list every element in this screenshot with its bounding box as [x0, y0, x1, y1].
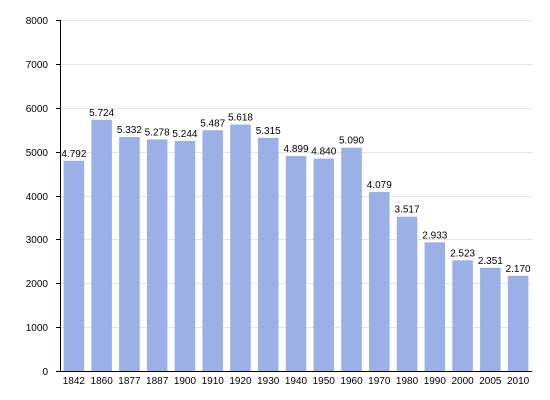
data-label-1940: 4.899: [283, 144, 308, 155]
x-tick-label-1950: 1950: [313, 376, 336, 387]
x-tick-label-1877: 1877: [118, 376, 141, 387]
x-tick-label-2000: 2000: [451, 376, 474, 387]
data-label-1930: 5.315: [256, 126, 281, 137]
data-label-2005: 2.351: [478, 256, 503, 267]
data-label-1990: 2.933: [422, 230, 447, 241]
x-tick-label-1910: 1910: [202, 376, 225, 387]
x-tick-label-1940: 1940: [285, 376, 308, 387]
y-tick-label: 6000: [26, 104, 49, 115]
axes: 0 1000 2000 3000 4000 5000 6000 7000 8000 1842 186…: [26, 16, 532, 387]
data-label-1960: 5.090: [339, 136, 364, 147]
x-tick-label-1842: 1842: [63, 376, 86, 387]
y-tick-label: 1000: [26, 323, 49, 334]
bar-1950: [313, 158, 335, 371]
data-label-1842: 4.792: [61, 149, 86, 160]
y-tick-label: 3000: [26, 235, 49, 246]
data-label-1920: 5.618: [228, 113, 253, 124]
bar-1900: [174, 140, 196, 371]
data-label-1910: 5.487: [200, 118, 225, 129]
bar-1990: [424, 242, 446, 371]
x-tick-label-2005: 2005: [479, 376, 502, 387]
y-tick-label: 0: [42, 367, 48, 378]
bar-1887: [146, 139, 168, 371]
x-tick-label-1990: 1990: [424, 376, 447, 387]
y-tick-label: 5000: [26, 148, 49, 159]
x-tick-label-1970: 1970: [368, 376, 391, 387]
data-label-1877: 5.332: [117, 125, 142, 136]
x-tick-label-1860: 1860: [91, 376, 114, 387]
bar-2005: [480, 267, 501, 371]
y-tick-label: 7000: [26, 60, 49, 71]
x-tick-label-1960: 1960: [340, 376, 363, 387]
x-tick-label-1900: 1900: [174, 376, 197, 387]
x-tick-label-1887: 1887: [146, 376, 169, 387]
bar-1960: [341, 147, 362, 371]
x-tick-label-1920: 1920: [229, 376, 252, 387]
bars: [63, 119, 529, 371]
data-label-1970: 4.079: [367, 180, 392, 191]
data-label-1860: 5.724: [89, 108, 114, 119]
bar-2000: [452, 260, 473, 371]
bar-1910: [202, 130, 223, 371]
bar-1970: [369, 192, 390, 371]
data-label-1887: 5.278: [145, 127, 170, 138]
y-tick-label: 8000: [26, 16, 49, 27]
x-tick-label-1930: 1930: [257, 376, 280, 387]
data-label-1900: 5.244: [172, 129, 197, 140]
bar-1877: [119, 137, 140, 371]
data-label-1980: 3.517: [395, 205, 420, 216]
bar-1980: [396, 216, 418, 371]
data-label-1950: 4.840: [311, 147, 336, 158]
bar-1940: [285, 156, 307, 371]
x-tick-label-2010: 2010: [507, 376, 530, 387]
y-tick-label: 4000: [26, 192, 49, 203]
bar-1860: [91, 119, 112, 371]
bar-1930: [257, 137, 279, 371]
bar-1920: [230, 124, 251, 371]
data-label-2000: 2.523: [450, 248, 475, 259]
x-tick-label-1980: 1980: [396, 376, 419, 387]
data-label-2010: 2.170: [506, 264, 531, 275]
bar-2010: [507, 275, 529, 371]
y-tick-label: 2000: [26, 279, 49, 290]
bar-1842: [63, 160, 85, 371]
